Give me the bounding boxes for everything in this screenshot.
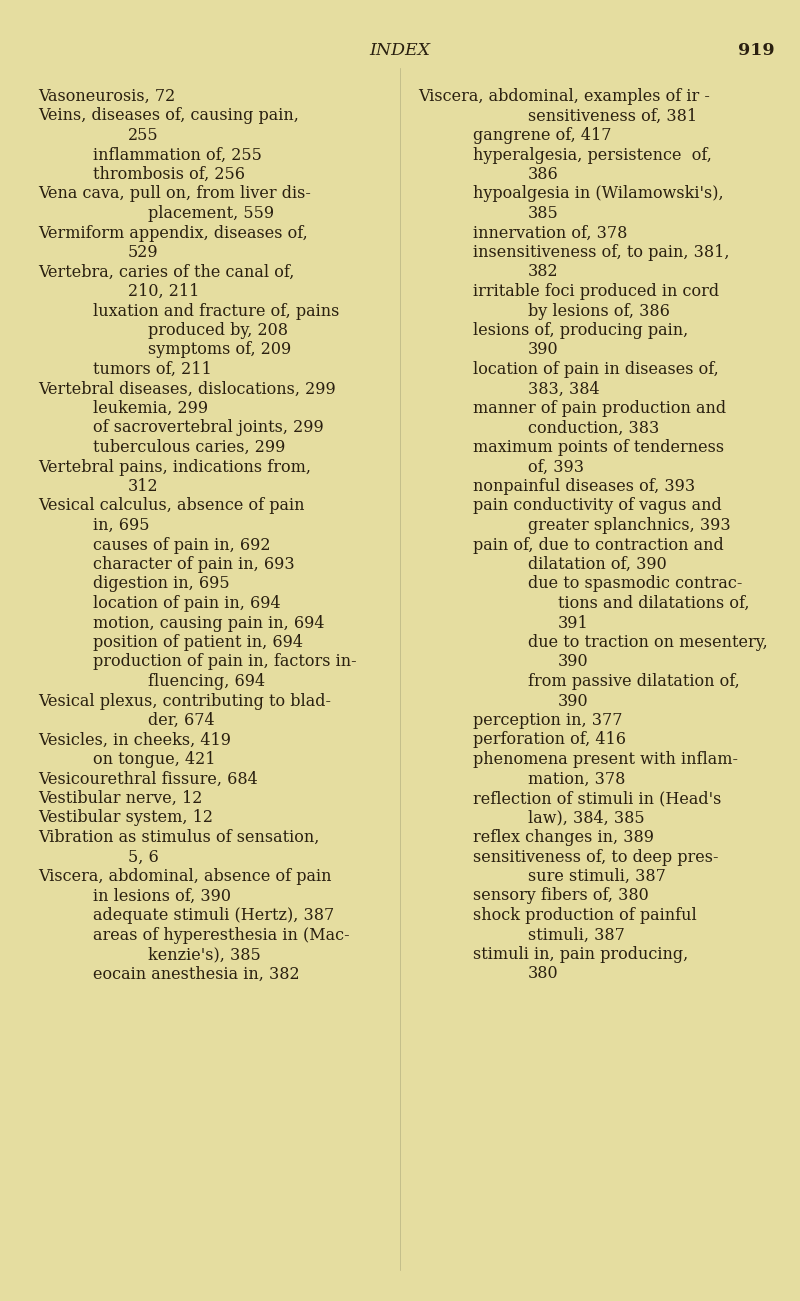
Text: from passive dilatation of,: from passive dilatation of, — [528, 673, 740, 690]
Text: symptoms of, 209: symptoms of, 209 — [148, 341, 291, 359]
Text: inflammation of, 255: inflammation of, 255 — [93, 147, 262, 164]
Text: production of pain in, factors in-: production of pain in, factors in- — [93, 653, 357, 670]
Text: conduction, 383: conduction, 383 — [528, 419, 659, 437]
Text: tuberculous caries, 299: tuberculous caries, 299 — [93, 438, 286, 455]
Text: location of pain in diseases of,: location of pain in diseases of, — [473, 360, 718, 379]
Text: 312: 312 — [128, 477, 158, 494]
Text: Viscera, abdominal, examples of ir -: Viscera, abdominal, examples of ir - — [418, 88, 710, 105]
Text: INDEX: INDEX — [370, 42, 430, 59]
Text: stimuli in, pain producing,: stimuli in, pain producing, — [473, 946, 688, 963]
Text: perception in, 377: perception in, 377 — [473, 712, 622, 729]
Text: leukemia, 299: leukemia, 299 — [93, 399, 208, 418]
Text: 391: 391 — [558, 614, 589, 631]
Text: of sacrovertebral joints, 299: of sacrovertebral joints, 299 — [93, 419, 324, 437]
Text: manner of pain production and: manner of pain production and — [473, 399, 726, 418]
Text: due to traction on mesentery,: due to traction on mesentery, — [528, 634, 768, 650]
Text: der, 674: der, 674 — [148, 712, 214, 729]
Text: sure stimuli, 387: sure stimuli, 387 — [528, 868, 666, 885]
Text: of, 393: of, 393 — [528, 458, 584, 475]
Text: sensitiveness of, 381: sensitiveness of, 381 — [528, 108, 697, 125]
Text: causes of pain in, 692: causes of pain in, 692 — [93, 536, 270, 553]
Text: Vesical calculus, absence of pain: Vesical calculus, absence of pain — [38, 497, 305, 514]
Text: motion, causing pain in, 694: motion, causing pain in, 694 — [93, 614, 325, 631]
Text: 919: 919 — [738, 42, 775, 59]
Text: Vibration as stimulus of sensation,: Vibration as stimulus of sensation, — [38, 829, 319, 846]
Text: digestion in, 695: digestion in, 695 — [93, 575, 230, 592]
Text: sensory fibers of, 380: sensory fibers of, 380 — [473, 887, 649, 904]
Text: Vasoneurosis, 72: Vasoneurosis, 72 — [38, 88, 175, 105]
Text: 5, 6: 5, 6 — [128, 848, 158, 865]
Text: Vesical plexus, contributing to blad-: Vesical plexus, contributing to blad- — [38, 692, 331, 709]
Text: 390: 390 — [558, 692, 589, 709]
Text: 383, 384: 383, 384 — [528, 380, 600, 398]
Text: Viscera, abdominal, absence of pain: Viscera, abdominal, absence of pain — [38, 868, 331, 885]
Text: Vestibular nerve, 12: Vestibular nerve, 12 — [38, 790, 202, 807]
Text: tions and dilatations of,: tions and dilatations of, — [558, 595, 750, 611]
Text: stimuli, 387: stimuli, 387 — [528, 926, 625, 943]
Text: tumors of, 211: tumors of, 211 — [93, 360, 212, 379]
Text: 210, 211: 210, 211 — [128, 284, 199, 301]
Text: pain of, due to contraction and: pain of, due to contraction and — [473, 536, 724, 553]
Text: on tongue, 421: on tongue, 421 — [93, 751, 215, 768]
Text: reflex changes in, 389: reflex changes in, 389 — [473, 829, 654, 846]
Text: 255: 255 — [128, 127, 158, 144]
Text: in, 695: in, 695 — [93, 516, 150, 533]
Text: due to spasmodic contrac-: due to spasmodic contrac- — [528, 575, 742, 592]
Text: character of pain in, 693: character of pain in, 693 — [93, 556, 294, 572]
Text: gangrene of, 417: gangrene of, 417 — [473, 127, 611, 144]
Text: Vesicourethral fissure, 684: Vesicourethral fissure, 684 — [38, 770, 258, 787]
Text: kenzie's), 385: kenzie's), 385 — [148, 946, 261, 963]
Text: luxation and fracture of, pains: luxation and fracture of, pains — [93, 303, 339, 320]
Text: fluencing, 694: fluencing, 694 — [148, 673, 265, 690]
Text: eocain anesthesia in, 382: eocain anesthesia in, 382 — [93, 965, 300, 982]
Text: law), 384, 385: law), 384, 385 — [528, 809, 645, 826]
Text: Vertebral pains, indications from,: Vertebral pains, indications from, — [38, 458, 311, 475]
Text: Vertebra, caries of the canal of,: Vertebra, caries of the canal of, — [38, 264, 294, 281]
Text: dilatation of, 390: dilatation of, 390 — [528, 556, 666, 572]
Text: placement, 559: placement, 559 — [148, 206, 274, 222]
Text: maximum points of tenderness: maximum points of tenderness — [473, 438, 724, 455]
Text: thrombosis of, 256: thrombosis of, 256 — [93, 167, 245, 183]
Text: perforation of, 416: perforation of, 416 — [473, 731, 626, 748]
Text: 390: 390 — [528, 341, 558, 359]
Text: irritable foci produced in cord: irritable foci produced in cord — [473, 284, 719, 301]
Text: adequate stimuli (Hertz), 387: adequate stimuli (Hertz), 387 — [93, 907, 334, 924]
Text: nonpainful diseases of, 393: nonpainful diseases of, 393 — [473, 477, 695, 494]
Text: hypoalgesia in (Wilamowski's),: hypoalgesia in (Wilamowski's), — [473, 186, 724, 203]
Text: Vestibular system, 12: Vestibular system, 12 — [38, 809, 213, 826]
Text: reflection of stimuli in (Head's: reflection of stimuli in (Head's — [473, 790, 722, 807]
Text: Vena cava, pull on, from liver dis-: Vena cava, pull on, from liver dis- — [38, 186, 311, 203]
Text: greater splanchnics, 393: greater splanchnics, 393 — [528, 516, 730, 533]
Text: pain conductivity of vagus and: pain conductivity of vagus and — [473, 497, 722, 514]
Text: Vertebral diseases, dislocations, 299: Vertebral diseases, dislocations, 299 — [38, 380, 336, 398]
Text: hyperalgesia, persistence  of,: hyperalgesia, persistence of, — [473, 147, 712, 164]
Text: phenomena present with inflam-: phenomena present with inflam- — [473, 751, 738, 768]
Text: areas of hyperesthesia in (Mac-: areas of hyperesthesia in (Mac- — [93, 926, 350, 943]
Text: location of pain in, 694: location of pain in, 694 — [93, 595, 281, 611]
Text: insensitiveness of, to pain, 381,: insensitiveness of, to pain, 381, — [473, 245, 730, 262]
Text: Vermiform appendix, diseases of,: Vermiform appendix, diseases of, — [38, 225, 308, 242]
Text: mation, 378: mation, 378 — [528, 770, 626, 787]
Text: 390: 390 — [558, 653, 589, 670]
Text: shock production of painful: shock production of painful — [473, 907, 697, 924]
Text: innervation of, 378: innervation of, 378 — [473, 225, 627, 242]
Text: 380: 380 — [528, 965, 558, 982]
Text: 382: 382 — [528, 264, 558, 281]
Text: 386: 386 — [528, 167, 558, 183]
Text: 385: 385 — [528, 206, 558, 222]
Text: sensitiveness of, to deep pres-: sensitiveness of, to deep pres- — [473, 848, 718, 865]
Text: position of patient in, 694: position of patient in, 694 — [93, 634, 303, 650]
Text: 529: 529 — [128, 245, 158, 262]
Text: Vesicles, in cheeks, 419: Vesicles, in cheeks, 419 — [38, 731, 231, 748]
Text: produced by, 208: produced by, 208 — [148, 323, 288, 340]
Text: lesions of, producing pain,: lesions of, producing pain, — [473, 323, 688, 340]
Text: Veins, diseases of, causing pain,: Veins, diseases of, causing pain, — [38, 108, 299, 125]
Text: by lesions of, 386: by lesions of, 386 — [528, 303, 670, 320]
Text: in lesions of, 390: in lesions of, 390 — [93, 887, 231, 904]
